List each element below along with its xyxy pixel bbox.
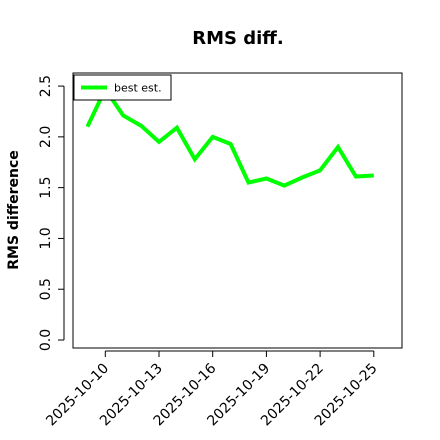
x-axis: 2025-10-102025-10-132025-10-162025-10-19…: [43, 350, 381, 429]
y-tick-label: 0.0: [38, 329, 54, 351]
y-tick-label: 1.0: [38, 227, 54, 249]
legend-label: best est.: [114, 82, 162, 95]
series-layer: [85, 85, 374, 188]
y-tick-label: 0.5: [38, 278, 54, 300]
y-tick-label: 2.0: [38, 126, 54, 148]
y-axis: 0.0 0.5 1.0 1.5 2.0 2.5: [38, 75, 65, 351]
y-axis-label: RMS difference: [6, 150, 22, 270]
legend: best est.: [73, 74, 172, 101]
chart-title: RMS diff.: [192, 28, 283, 49]
y-tick-label: 2.5: [38, 75, 54, 97]
y-tick-label: 1.5: [38, 177, 54, 199]
series-line: [85, 85, 374, 188]
